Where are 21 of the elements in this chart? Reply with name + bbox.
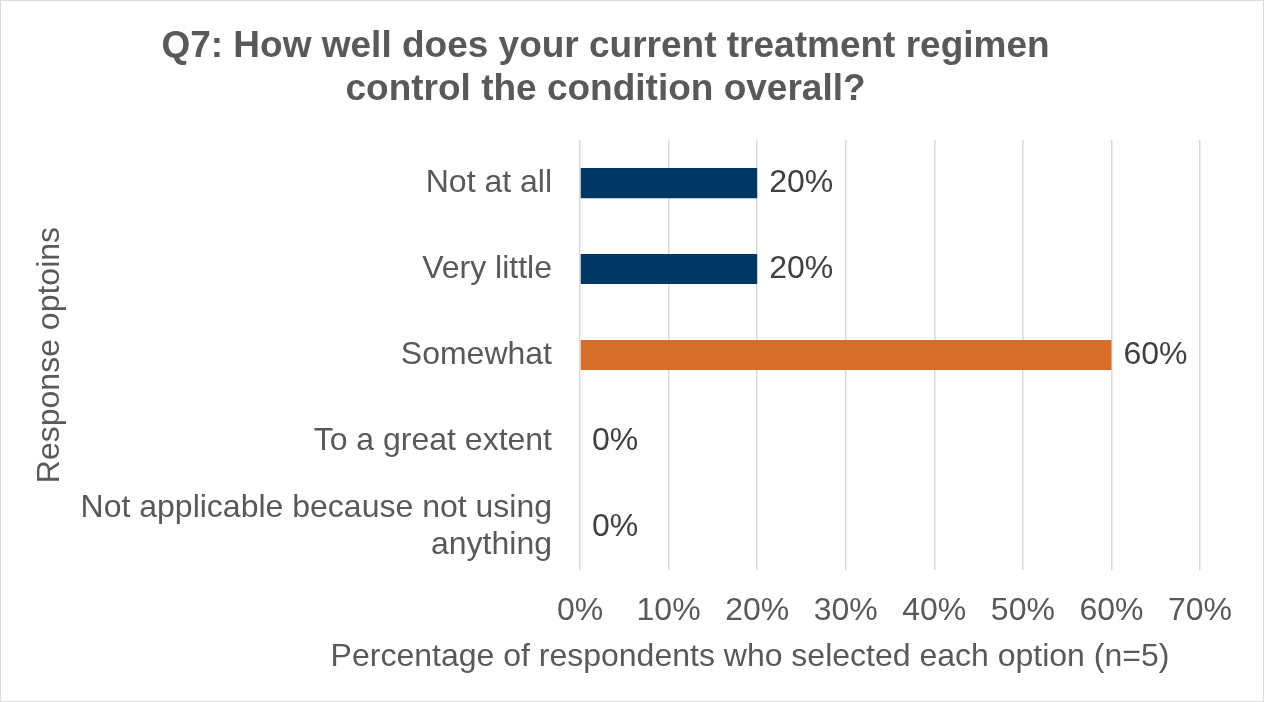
data-label: 20% bbox=[769, 248, 834, 285]
x-tick-label: 10% bbox=[636, 591, 701, 628]
data-label: 0% bbox=[592, 420, 639, 457]
y-axis-title: Response optoins bbox=[30, 226, 67, 484]
x-tick-label: 60% bbox=[1079, 591, 1144, 628]
y-tick-label: Not at all bbox=[425, 162, 552, 199]
y-tick-label: Very little bbox=[422, 248, 552, 285]
chart-title: Q7: How well does your current treatment regimen control the condition overall? bbox=[161, 24, 1050, 109]
data-label: 20% bbox=[769, 162, 834, 199]
data-label: 60% bbox=[1123, 334, 1188, 371]
x-tick-label: 0% bbox=[556, 591, 604, 628]
x-axis-title: Percentage of respondents who selected each option (n=5) bbox=[330, 636, 1170, 673]
x-tick-label: 30% bbox=[813, 591, 878, 628]
x-tick-label: 70% bbox=[1167, 591, 1233, 628]
data-label: 0% bbox=[592, 506, 639, 543]
x-tick-label: 50% bbox=[990, 591, 1055, 628]
y-tick-label: Not applicable because not using anything bbox=[80, 488, 552, 562]
x-tick-label: 20% bbox=[725, 591, 790, 628]
y-tick-label: Somewhat bbox=[400, 334, 553, 371]
y-tick-label: To a great extent bbox=[313, 420, 553, 457]
x-tick-label: 40% bbox=[902, 591, 967, 628]
